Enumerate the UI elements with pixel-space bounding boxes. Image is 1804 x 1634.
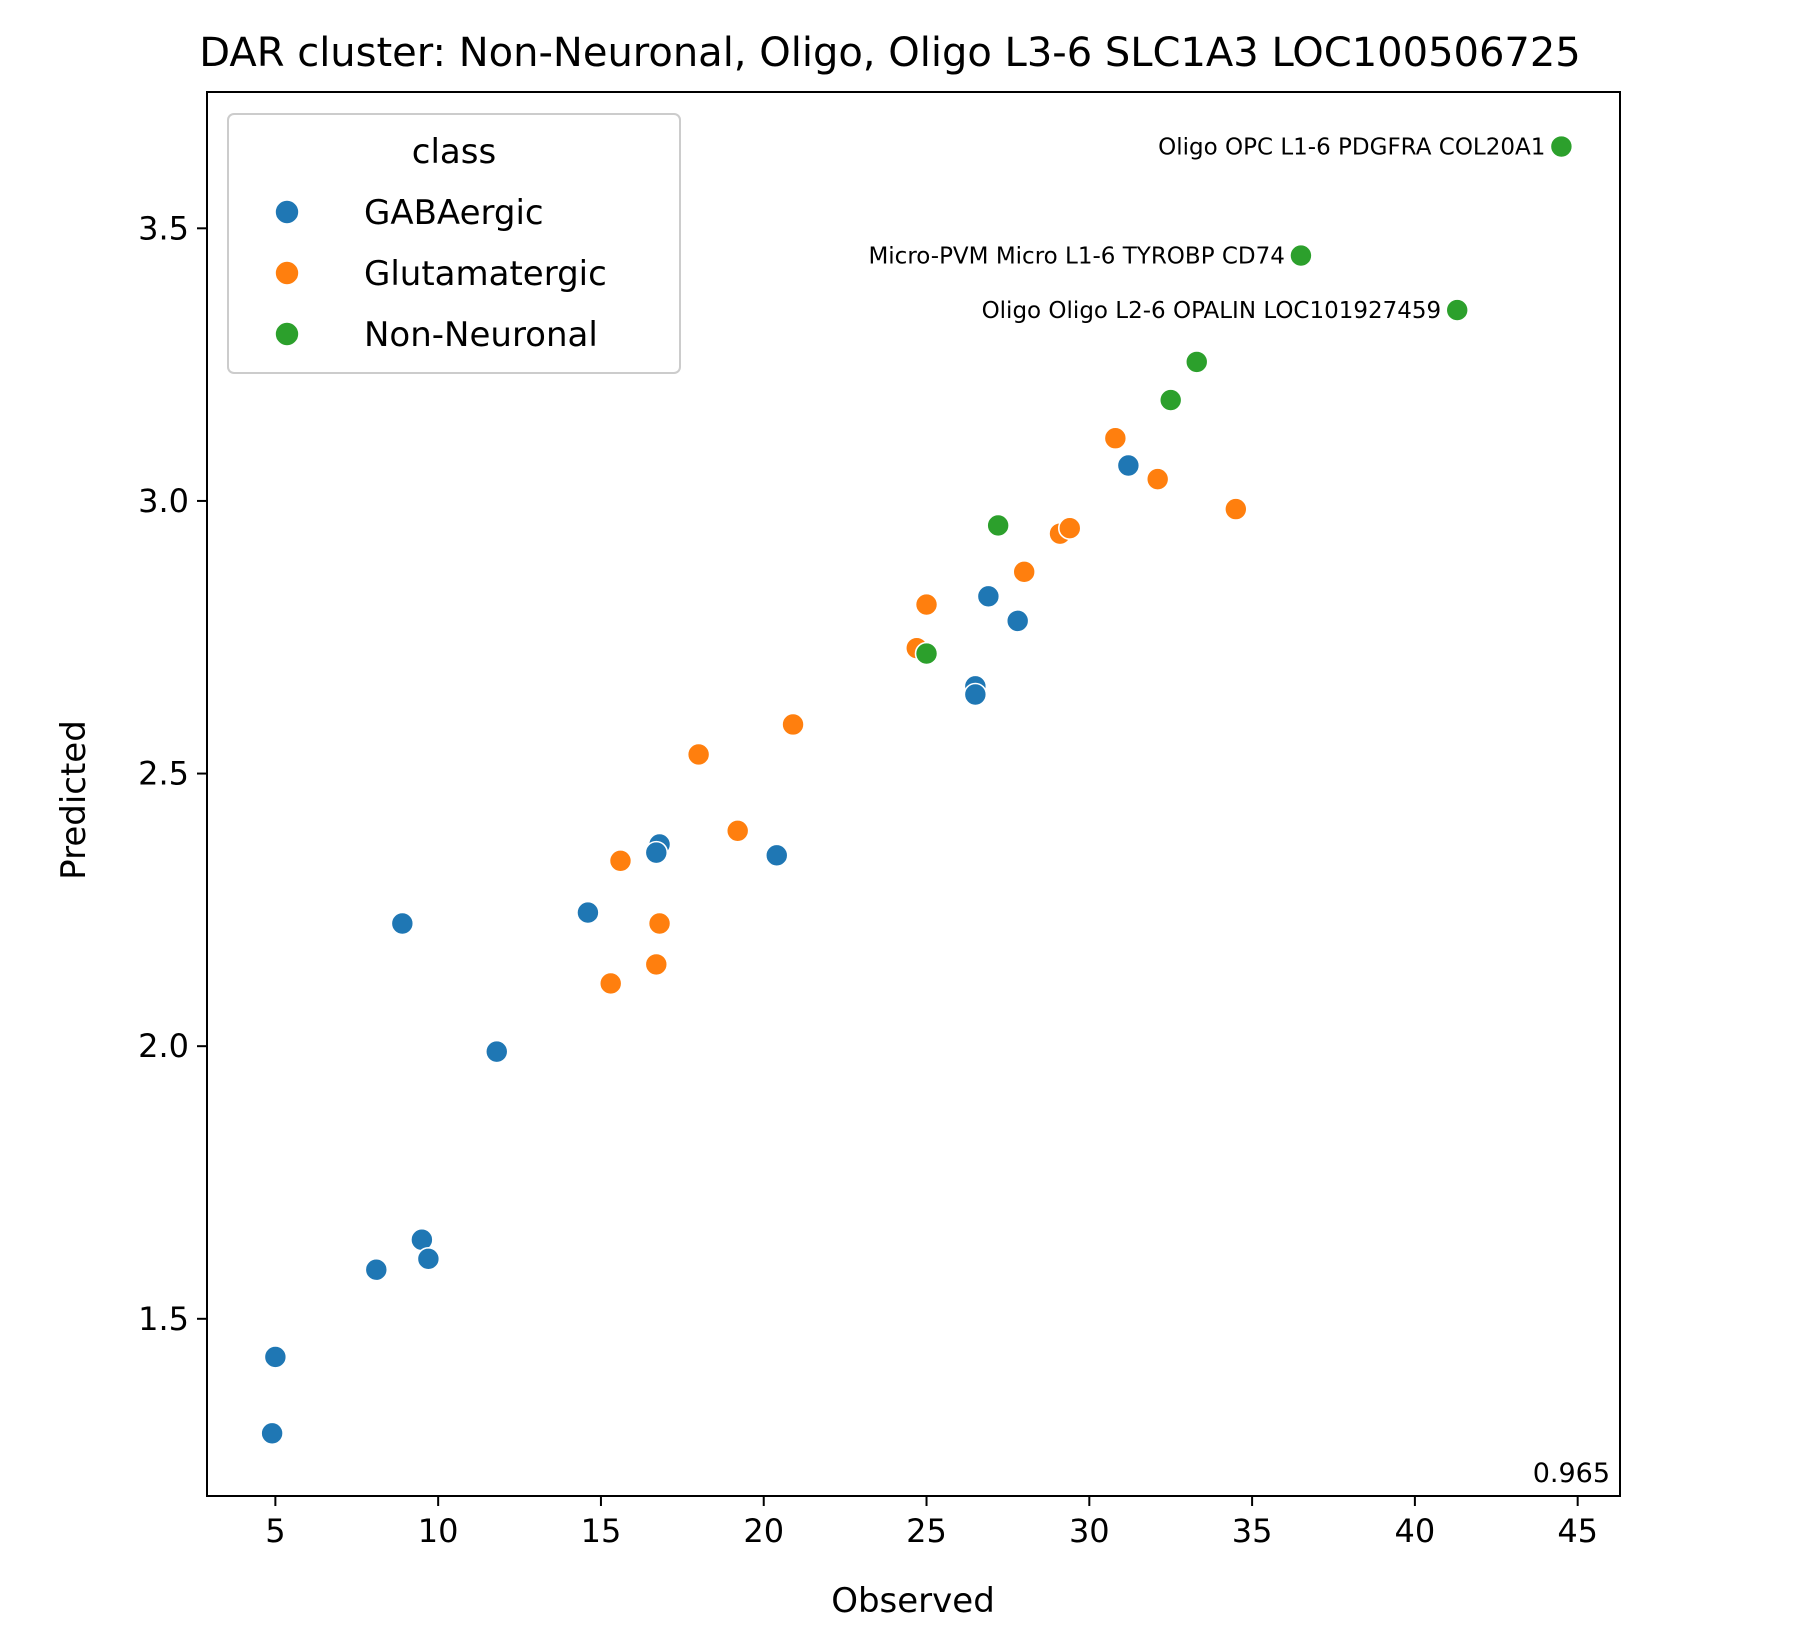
legend-marker bbox=[274, 199, 300, 225]
scatter-point bbox=[644, 840, 669, 865]
x-tick-label: 30 bbox=[1069, 1512, 1110, 1550]
legend-marker bbox=[274, 260, 300, 286]
x-tick-label: 20 bbox=[743, 1512, 784, 1550]
y-tick-label: 2.0 bbox=[138, 1027, 189, 1065]
scatter-point bbox=[647, 911, 672, 936]
x-tick-label: 25 bbox=[906, 1512, 947, 1550]
scatter-point bbox=[1057, 516, 1082, 540]
legend-label: Non-Neuronal bbox=[364, 315, 598, 355]
legend: class GABAergic Glutamatergic Non-Neuronal bbox=[227, 113, 681, 374]
scatter-point bbox=[1184, 350, 1209, 374]
y-tick-label: 3.5 bbox=[138, 209, 189, 247]
legend-box bbox=[227, 113, 681, 374]
x-tick-label: 40 bbox=[1395, 1512, 1436, 1550]
scatter-point bbox=[914, 592, 939, 617]
legend-entries: GABAergic Glutamatergic Non-Neuronal bbox=[274, 193, 607, 355]
y-axis: 1.5 2.0 2.5 3.0 3.5 bbox=[138, 209, 207, 1338]
scatter-point bbox=[1005, 609, 1030, 633]
scatter-point bbox=[260, 1421, 284, 1446]
scatter-point bbox=[1116, 453, 1141, 478]
scatter-point bbox=[1289, 243, 1313, 268]
y-axis-label: Predicted bbox=[54, 720, 94, 880]
scatter-point bbox=[686, 742, 711, 767]
scatter-point bbox=[1445, 298, 1470, 322]
x-tick-label: 15 bbox=[581, 1512, 622, 1550]
scatter-point bbox=[263, 1345, 288, 1369]
x-tick-label: 5 bbox=[265, 1512, 285, 1550]
plot-frame bbox=[206, 91, 1621, 1497]
scatter-point bbox=[484, 1039, 509, 1064]
chart-title: DAR cluster: Non-Neuronal, Oligo, Oligo … bbox=[199, 30, 1581, 76]
x-tick-label: 10 bbox=[418, 1512, 459, 1550]
legend-marker bbox=[274, 321, 300, 347]
scatter-point bbox=[986, 513, 1010, 538]
point-annotations: Oligo OPC L1-6 PDGFRA COL20A1 Micro-PVM M… bbox=[868, 135, 1545, 325]
data-points bbox=[260, 134, 1574, 1446]
scatter-point bbox=[914, 641, 939, 666]
scatter-point bbox=[390, 911, 415, 936]
scatter-point bbox=[963, 682, 988, 707]
legend-label: GABAergic bbox=[364, 193, 544, 233]
x-tick-label: 45 bbox=[1557, 1512, 1598, 1550]
scatter-point bbox=[976, 584, 1001, 609]
scatter-point bbox=[1224, 497, 1248, 521]
y-tick-label: 1.5 bbox=[138, 1300, 189, 1338]
scatter-point bbox=[644, 952, 669, 977]
scatter-point bbox=[1158, 388, 1183, 412]
scatter-point bbox=[608, 848, 633, 873]
point-annotation: Micro-PVM Micro L1-6 TYROBP CD74 bbox=[868, 244, 1284, 270]
point-annotation: Oligo OPC L1-6 PDGFRA COL20A1 bbox=[1158, 135, 1545, 161]
legend-title: class bbox=[412, 132, 496, 172]
y-tick-label: 3.0 bbox=[138, 482, 189, 520]
legend-label: Glutamatergic bbox=[364, 254, 607, 294]
y-tick-label: 2.5 bbox=[138, 755, 189, 793]
x-tick-label: 35 bbox=[1232, 1512, 1273, 1550]
scatter-point bbox=[416, 1247, 441, 1271]
x-axis: 5 10 15 20 25 30 35 40 45 bbox=[265, 1496, 1598, 1550]
scatter-point bbox=[764, 843, 789, 868]
scatter-point bbox=[1012, 560, 1036, 584]
scatter-point bbox=[725, 819, 750, 843]
x-axis-label: Observed bbox=[831, 1581, 995, 1621]
point-annotation: Oligo Oligo L2-6 OPALIN LOC101927459 bbox=[982, 298, 1442, 324]
scatter-point bbox=[1103, 426, 1128, 451]
scatter-point bbox=[576, 900, 600, 925]
corner-value: 0.965 bbox=[1533, 1458, 1610, 1489]
scatter-point bbox=[1549, 134, 1574, 159]
scatter-point bbox=[781, 712, 805, 737]
scatter-point bbox=[1145, 467, 1170, 491]
scatter-point bbox=[598, 971, 623, 996]
scatter-point bbox=[364, 1257, 389, 1282]
